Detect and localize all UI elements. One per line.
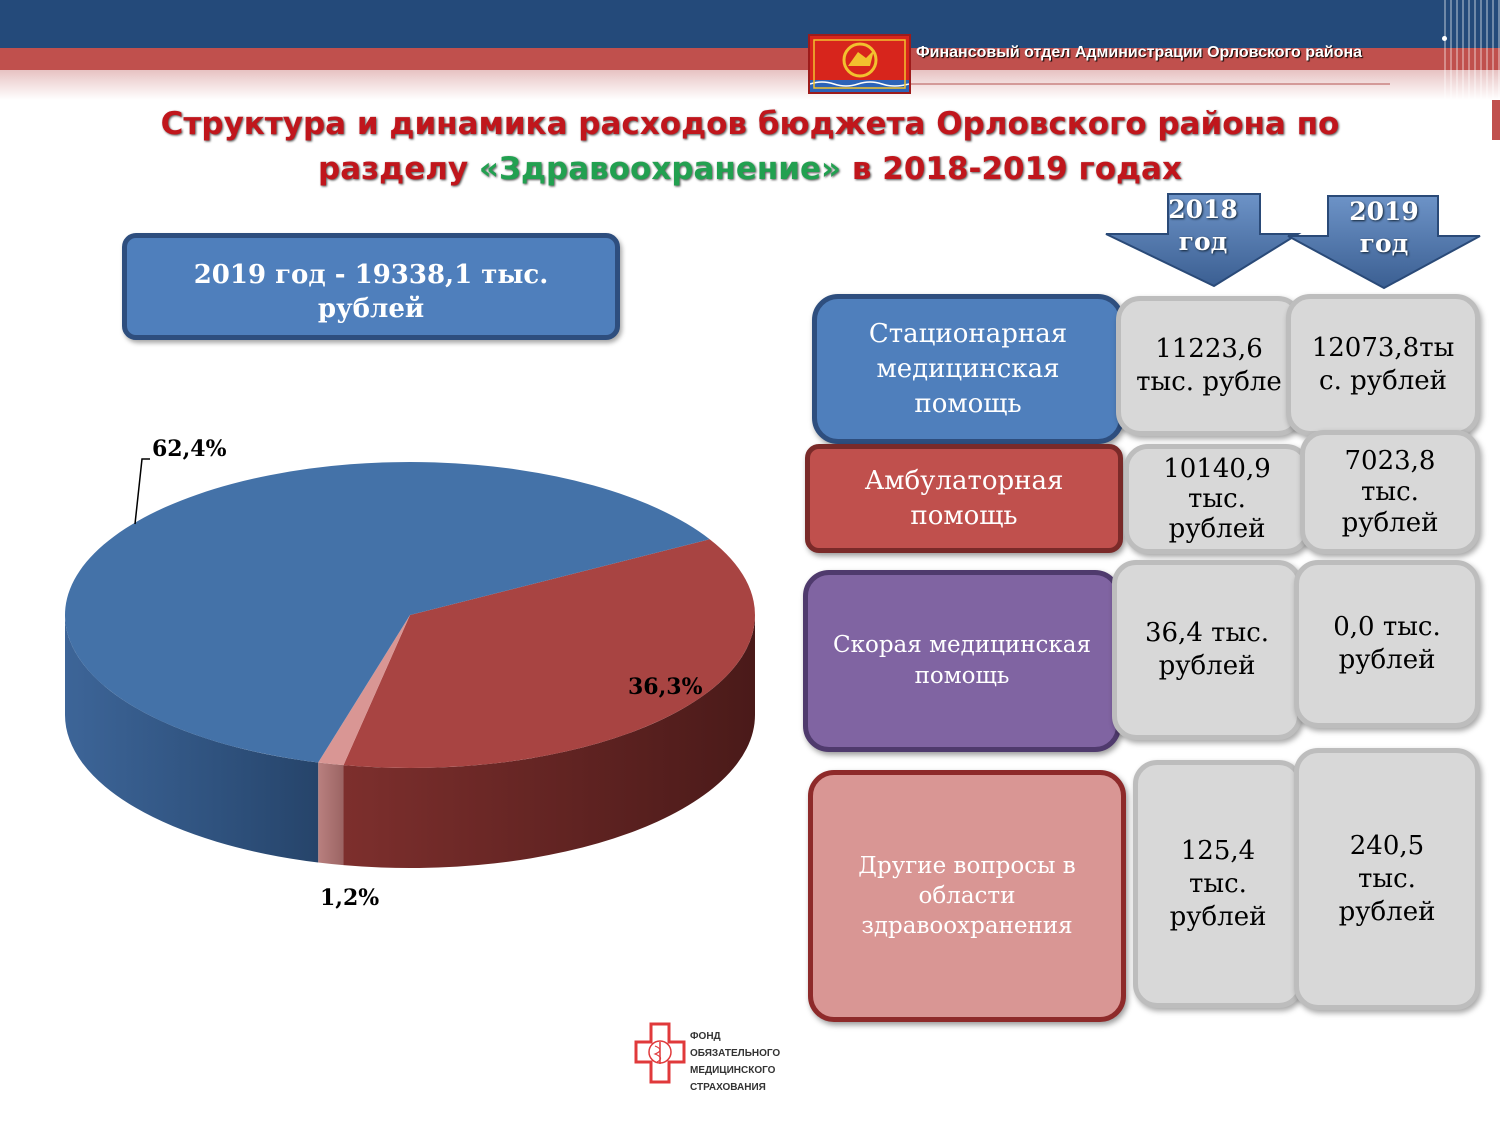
category-emergency-line: Скорая медицинская: [833, 632, 1091, 658]
value-line: 7023,8: [1344, 445, 1436, 476]
value-2018-other: 125,4 тыс. рублей: [1133, 760, 1303, 1008]
pie-slice-outpatient: [343, 539, 756, 768]
pie-slice-inpatient-side: [65, 615, 319, 863]
value-2019-emergency: 0,0 тыс. рублей: [1294, 560, 1480, 728]
category-other-line: Другие вопросы в: [858, 853, 1076, 879]
year-2018-word: год: [1178, 227, 1228, 256]
oms-fund-text: ФОНД ОБЯЗАТЕЛЬНОГО МЕДИЦИНСКОГО СТРАХОВА…: [690, 1028, 800, 1096]
header-edge: [1492, 100, 1500, 140]
category-other-line: здравоохранения: [861, 913, 1073, 939]
department-name: Финансовый отдел Администрации Орловског…: [916, 44, 1363, 61]
value-2018-inpatient: 11223,6 тыс. рубле: [1116, 296, 1302, 436]
category-inpatient-line: помощь: [914, 388, 1022, 419]
header-band-red: [0, 48, 1500, 70]
title-suffix: в 2018-2019 годах: [841, 151, 1182, 187]
oms-fund-logo: ФОНД ОБЯЗАТЕЛЬНОГО МЕДИЦИНСКОГО СТРАХОВА…: [632, 1020, 800, 1093]
value-line: тыс.: [1188, 484, 1246, 514]
pie-slice-other-side: [318, 762, 344, 866]
value-line: 10140,9: [1163, 454, 1271, 484]
value-line: рублей: [1158, 651, 1256, 681]
total-line-2: рублей: [317, 294, 425, 324]
pie-leader-line: [134, 458, 150, 525]
category-inpatient: Стационарная медицинская помощь: [812, 294, 1124, 444]
category-outpatient-line: помощь: [910, 500, 1018, 531]
total-2019-box: 2019 год - 19338,1 тыс. рублей: [122, 233, 620, 340]
value-line: 240,5: [1349, 830, 1425, 861]
value-line: рублей: [1338, 896, 1436, 927]
value-line: тыс.: [1358, 863, 1416, 894]
value-2019-inpatient: 12073,8ты с. рублей: [1286, 294, 1480, 436]
header-dot: [1442, 36, 1447, 41]
district-emblem-icon: [808, 34, 911, 94]
title-highlight: «Здравоохранение»: [478, 151, 842, 187]
pie-label-36: 36,3%: [628, 674, 703, 700]
value-line: рублей: [1338, 645, 1436, 675]
value-2019-other: 240,5 тыс. рублей: [1294, 748, 1480, 1010]
pie-label-62: 62,4%: [152, 436, 227, 462]
medical-cross-icon: [634, 1022, 686, 1084]
value-line: рублей: [1341, 507, 1439, 538]
category-emergency-line: помощь: [914, 663, 1010, 689]
oms-fund-line: ФОНД ОБЯЗАТЕЛЬНОГО: [690, 1031, 781, 1059]
page-title: Структура и динамика расходов бюджета Ор…: [100, 102, 1400, 192]
value-line: с. рублей: [1319, 366, 1447, 396]
title-prefix: разделу: [318, 151, 479, 187]
category-emergency: Скорая медицинская помощь: [803, 570, 1121, 752]
value-line: 12073,8ты: [1311, 333, 1455, 363]
value-line: 36,4 тыс.: [1144, 618, 1270, 648]
value-line: 0,0 тыс.: [1333, 612, 1441, 642]
value-2018-outpatient: 10140,9 тыс. рублей: [1124, 444, 1310, 554]
header-band-pink: [0, 70, 1500, 100]
value-line: тыс. рубле: [1136, 367, 1282, 397]
header-divider: [910, 83, 1390, 85]
title-line-1: Структура и динамика расходов бюджета Ор…: [160, 106, 1340, 142]
value-2018-emergency: 36,4 тыс. рублей: [1112, 560, 1302, 740]
header-band: [0, 0, 1500, 48]
pie-slice-inpatient: [65, 462, 710, 763]
value-line: 11223,6: [1155, 334, 1263, 364]
oms-fund-line: МЕДИЦИНСКОГО: [690, 1065, 776, 1076]
total-line-1: 2019 год - 19338,1 тыс.: [193, 260, 549, 290]
value-line: рублей: [1169, 901, 1267, 932]
category-outpatient-line: Амбулаторная: [864, 465, 1064, 496]
year-2019-word: год: [1359, 229, 1409, 258]
year-2019-number: 2019: [1349, 197, 1419, 226]
title-line-2: разделу «Здравоохранение» в 2018-2019 го…: [100, 147, 1400, 192]
header-hatch: [1444, 0, 1500, 100]
year-2018-number: 2018: [1168, 195, 1238, 224]
category-other-line: области: [918, 883, 1016, 909]
year-2019-arrow: [1287, 195, 1481, 290]
value-2019-outpatient: 7023,8 тыс. рублей: [1300, 430, 1480, 554]
year-2019-label: 2019 год: [1324, 196, 1444, 260]
oms-fund-line: СТРАХОВАНИЯ: [690, 1082, 766, 1093]
value-line: рублей: [1168, 514, 1266, 544]
value-line: тыс.: [1361, 476, 1419, 507]
pie-label-1: 1,2%: [320, 885, 380, 911]
value-line: тыс.: [1189, 868, 1247, 899]
pie-chart: [65, 462, 756, 868]
year-2018-arrow: [1105, 193, 1302, 288]
category-inpatient-line: Стационарная: [868, 318, 1068, 349]
pie-slice-outpatient-side: [343, 615, 755, 868]
category-inpatient-line: медицинская: [876, 353, 1060, 384]
category-outpatient: Амбулаторная помощь: [805, 444, 1123, 553]
year-2018-label: 2018 год: [1143, 194, 1263, 258]
pie-slice-other: [318, 615, 410, 766]
value-line: 125,4: [1180, 835, 1256, 866]
category-other: Другие вопросы в области здравоохранения: [808, 770, 1126, 1022]
